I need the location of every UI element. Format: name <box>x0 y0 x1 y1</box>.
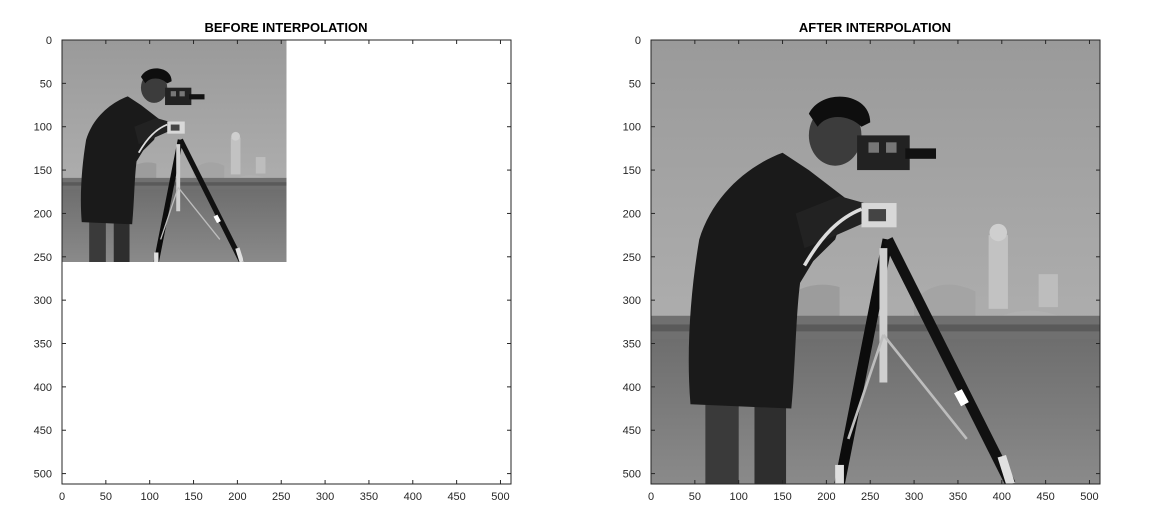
x-tick-label: 500 <box>1080 491 1098 503</box>
x-tick-label: 450 <box>1036 491 1054 503</box>
y-tick-label: 300 <box>623 295 641 307</box>
y-tick-label: 200 <box>34 208 52 220</box>
x-ticks: 0 50 100 150 200 250 300 350 400 450 500 <box>59 40 510 503</box>
x-tick-label: 500 <box>491 491 509 503</box>
y-tick-label: 500 <box>623 469 641 481</box>
y-ticks: 0 50 100 150 200 250 300 350 400 450 500 <box>34 35 511 481</box>
x-tick-label: 400 <box>993 491 1011 503</box>
image-region <box>651 40 1100 484</box>
x-tick-label: 50 <box>100 491 112 503</box>
y-tick-label: 350 <box>34 339 52 351</box>
cameraman-image <box>651 40 1100 484</box>
x-tick-label: 450 <box>447 491 465 503</box>
x-tick-label: 250 <box>861 491 879 503</box>
y-ticks: 0 50 100 150 200 250 300 350 400 450 500 <box>623 35 1100 481</box>
y-tick-label: 0 <box>635 35 641 47</box>
y-tick-label: 150 <box>623 165 641 177</box>
x-ticks: 0 50 100 150 200 250 300 350 400 450 500 <box>648 40 1099 503</box>
x-tick-label: 100 <box>730 491 748 503</box>
x-tick-label: 300 <box>905 491 923 503</box>
x-tick-label: 350 <box>949 491 967 503</box>
chart-title: BEFORE INTERPOLATION <box>205 20 368 35</box>
cameraman-image <box>62 40 287 262</box>
x-tick-label: 200 <box>228 491 246 503</box>
x-tick-label: 50 <box>689 491 701 503</box>
y-tick-label: 300 <box>34 295 52 307</box>
panel-before: BEFORE INTERPOLATION 0 50 100 150 200 250 300 3… <box>34 20 512 503</box>
y-tick-label: 50 <box>629 78 641 90</box>
x-tick-label: 200 <box>817 491 835 503</box>
x-tick-label: 150 <box>773 491 791 503</box>
y-tick-label: 200 <box>623 208 641 220</box>
x-tick-label: 250 <box>272 491 290 503</box>
chart-title: AFTER INTERPOLATION <box>799 20 951 35</box>
y-tick-label: 400 <box>34 382 52 394</box>
x-tick-label: 0 <box>648 491 654 503</box>
y-tick-label: 350 <box>623 339 641 351</box>
y-tick-label: 500 <box>34 469 52 481</box>
y-tick-label: 100 <box>623 122 641 134</box>
x-tick-label: 0 <box>59 491 65 503</box>
y-tick-label: 450 <box>34 425 52 437</box>
y-tick-label: 150 <box>34 165 52 177</box>
x-tick-label: 400 <box>404 491 422 503</box>
y-tick-label: 450 <box>623 425 641 437</box>
y-tick-label: 0 <box>46 35 52 47</box>
x-tick-label: 300 <box>316 491 334 503</box>
y-tick-label: 250 <box>623 252 641 264</box>
y-tick-label: 400 <box>623 382 641 394</box>
y-tick-label: 50 <box>40 78 52 90</box>
plot-frame <box>650 39 1101 485</box>
y-tick-label: 250 <box>34 252 52 264</box>
image-region <box>62 40 287 262</box>
panel-after: AFTER INTERPOLATION 0 50 100 150 200 250 300 35… <box>623 20 1101 503</box>
y-tick-label: 100 <box>34 122 52 134</box>
x-tick-label: 100 <box>141 491 159 503</box>
x-tick-label: 350 <box>360 491 378 503</box>
x-tick-label: 150 <box>184 491 202 503</box>
plot-frame <box>61 39 512 485</box>
